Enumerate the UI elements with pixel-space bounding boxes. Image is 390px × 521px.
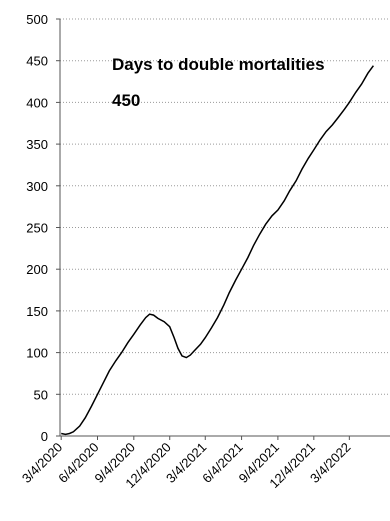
y-tick-label: 300: [26, 179, 48, 194]
y-tick-label: 400: [26, 95, 48, 110]
y-tick-label: 250: [26, 221, 48, 236]
series-line-days-to-double: [61, 65, 375, 436]
y-tick-label: 50: [34, 387, 48, 402]
annotation-value: 450: [112, 91, 140, 110]
y-axis-ticks: 0 50 100 150 200 250 300 350 400 450 500: [26, 12, 60, 444]
y-tick-label: 0: [41, 429, 48, 444]
y-tick-label: 450: [26, 54, 48, 69]
y-tick-label: 150: [26, 304, 48, 319]
y-tick-label: 500: [26, 12, 48, 27]
annotation-title: Days to double mortalities: [112, 55, 325, 74]
y-tick-label: 350: [26, 137, 48, 152]
y-tick-label: 200: [26, 262, 48, 277]
y-tick-label: 100: [26, 346, 48, 361]
x-axis-ticks: 3/4/20206/4/20209/4/202012/4/20203/4/202…: [19, 436, 353, 491]
gridlines: [60, 18, 390, 395]
